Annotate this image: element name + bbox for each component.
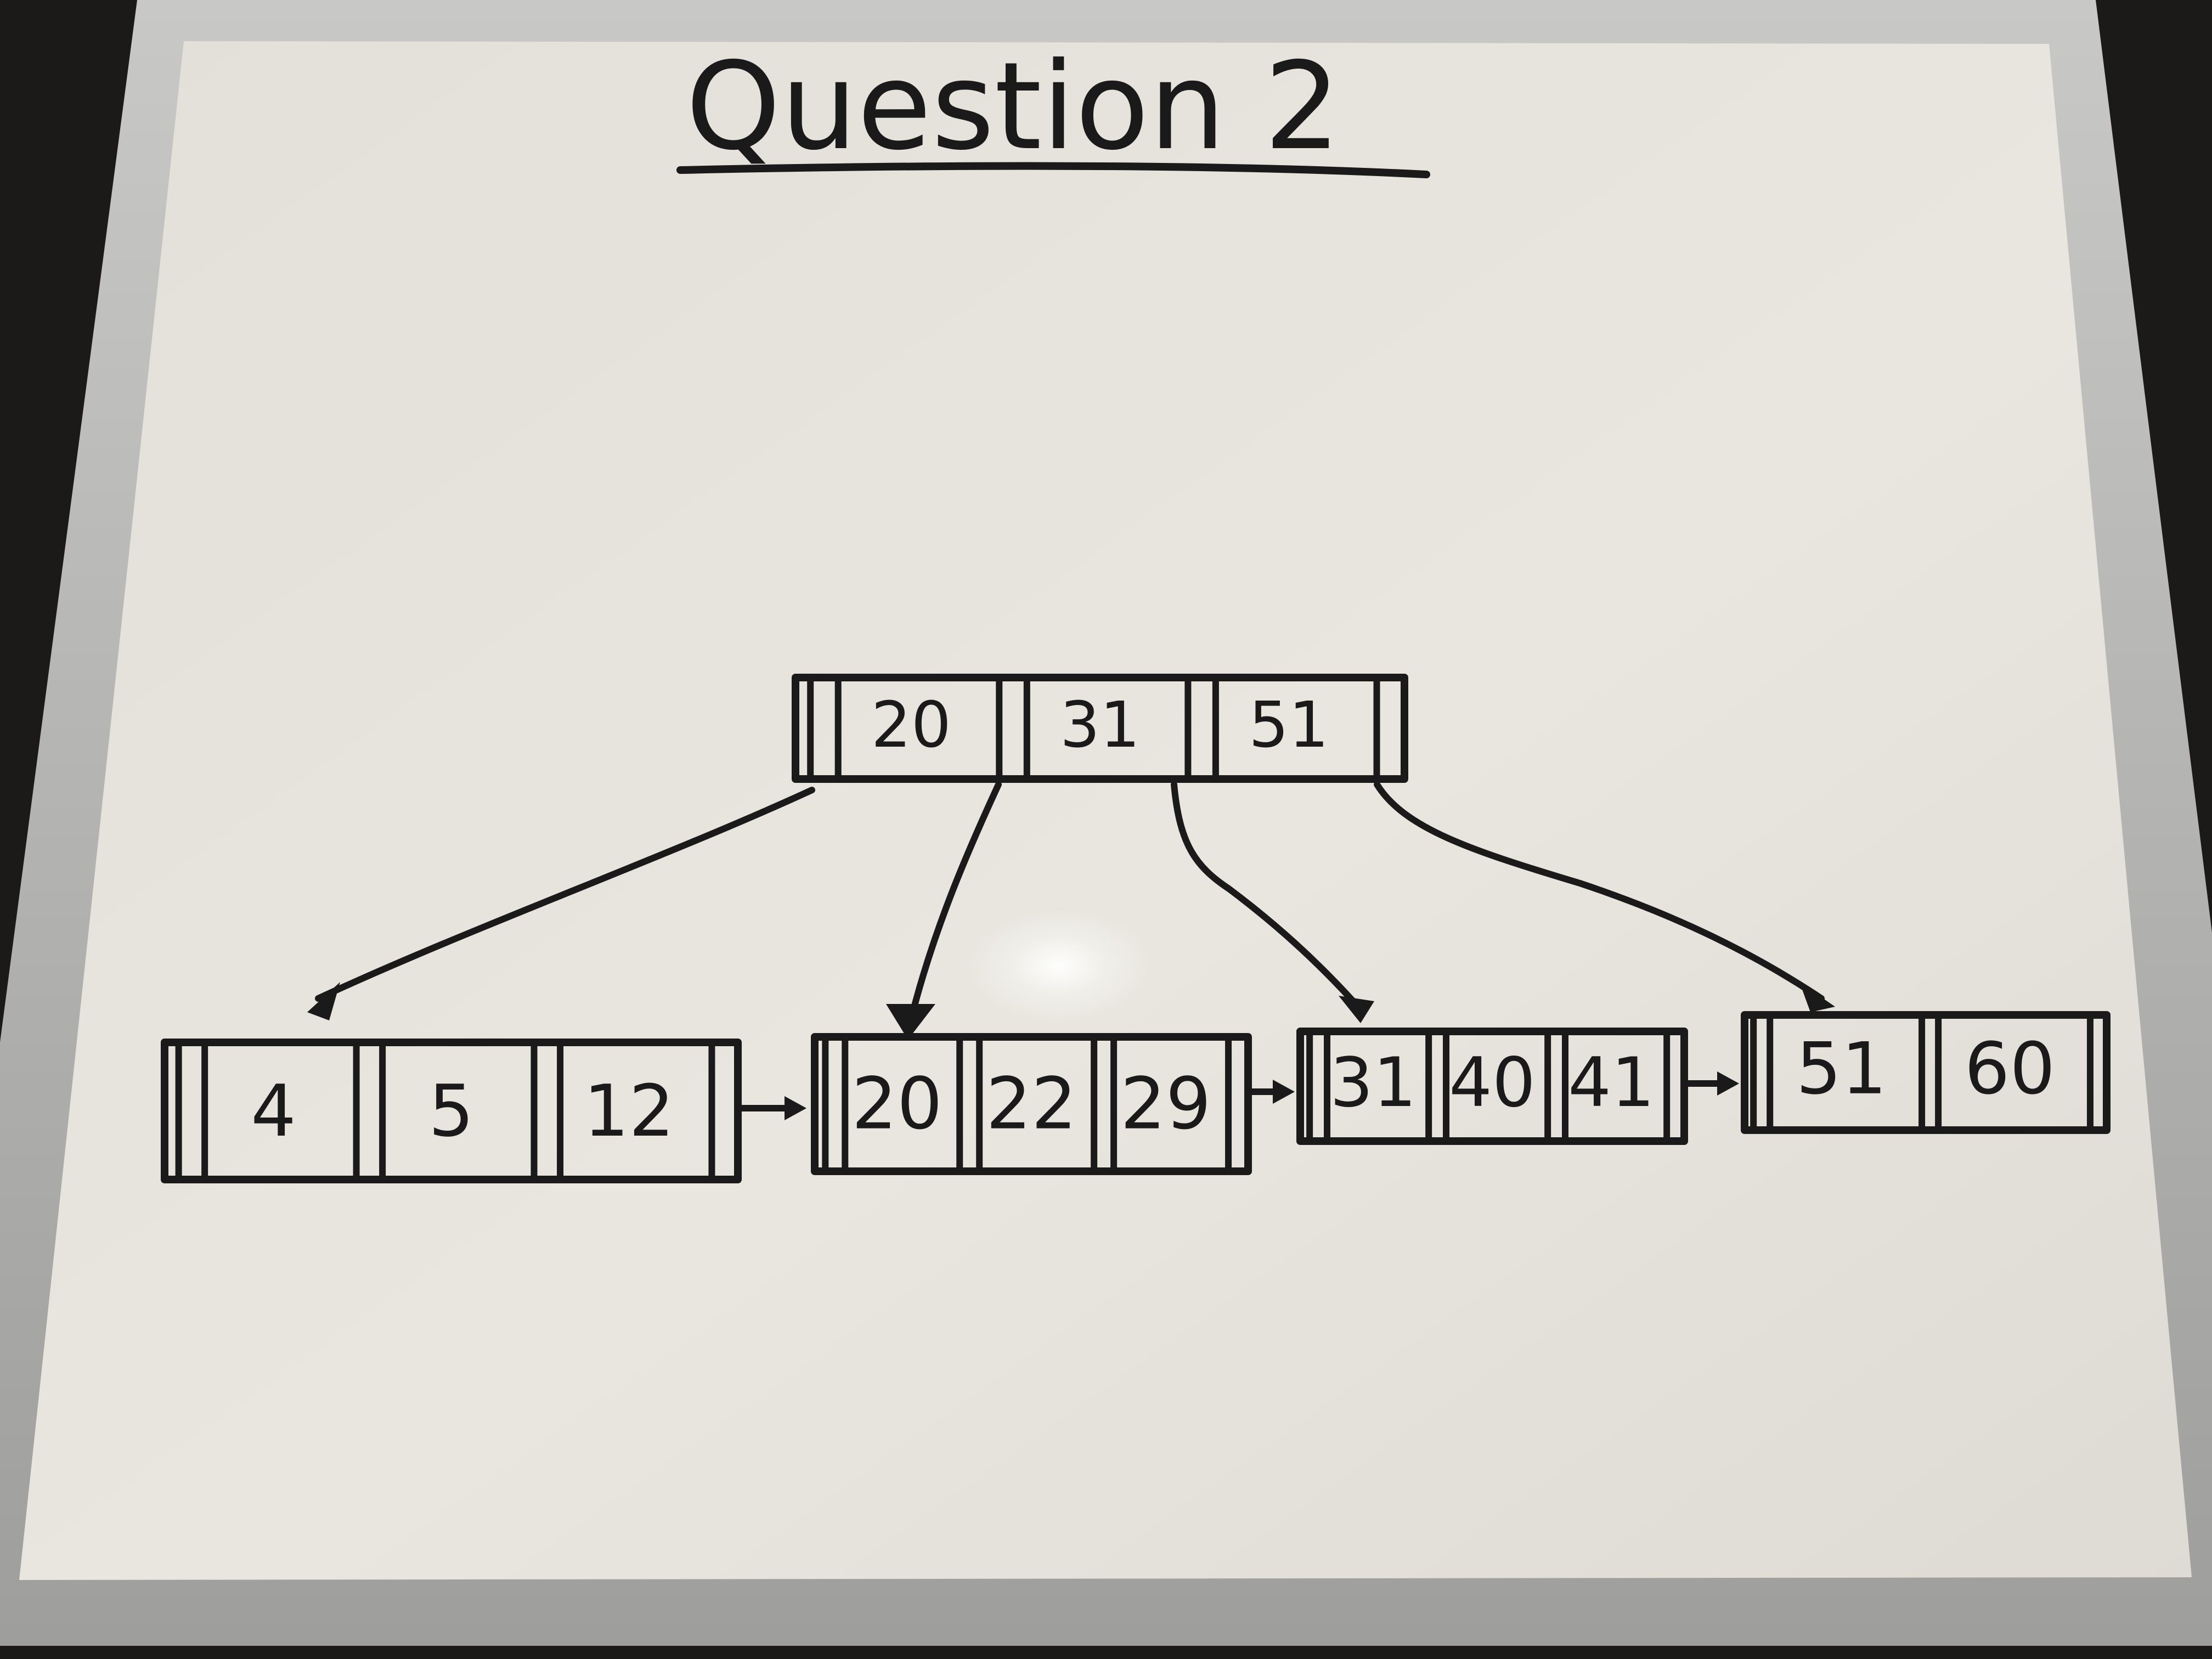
node-key: 4: [251, 1069, 296, 1153]
arrowhead-icon: [886, 1004, 935, 1040]
leaf-node: 31 40 41: [1296, 1028, 1688, 1145]
child-pointer-arrow: [1171, 781, 1364, 1013]
page-title: Question 2: [686, 36, 1341, 177]
node-key: 31: [1060, 689, 1140, 762]
leaf-node: 20 22 29: [811, 1033, 1252, 1175]
node-key: 5: [428, 1069, 474, 1153]
arrowhead-icon: [785, 1096, 806, 1120]
arrowhead-icon: [307, 982, 340, 1020]
node-key: 29: [1120, 1062, 1211, 1146]
title-underline: [676, 162, 1430, 178]
node-key: 31: [1330, 1043, 1417, 1122]
child-pointer-arrow: [315, 787, 815, 1002]
node-key: 41: [1568, 1043, 1655, 1122]
root-node: 20 31 51: [792, 674, 1408, 783]
node-key: 51: [1249, 689, 1329, 762]
arrowhead-icon: [1339, 996, 1374, 1023]
arrowhead-icon: [1717, 1071, 1739, 1096]
arrowhead-icon: [1799, 982, 1835, 1012]
node-key: 20: [851, 1062, 942, 1146]
light-glare: [966, 908, 1152, 1023]
arrowhead-icon: [1273, 1080, 1295, 1104]
node-key: 51: [1796, 1027, 1887, 1110]
node-key: 12: [584, 1069, 674, 1153]
node-key: 20: [871, 689, 951, 762]
child-pointer-arrow: [907, 781, 1002, 1024]
bplus-tree: 20 31 51 4 5 12 20 22 29 31 40 41 51 60: [161, 674, 2111, 1183]
node-key: 40: [1449, 1043, 1536, 1122]
node-key: 22: [986, 1062, 1076, 1146]
board-surface: [19, 41, 2192, 1580]
leaf-node: 51 60: [1741, 1011, 2111, 1134]
child-pointer-arrow: [1374, 781, 1825, 1002]
node-key: 60: [1965, 1027, 2055, 1110]
